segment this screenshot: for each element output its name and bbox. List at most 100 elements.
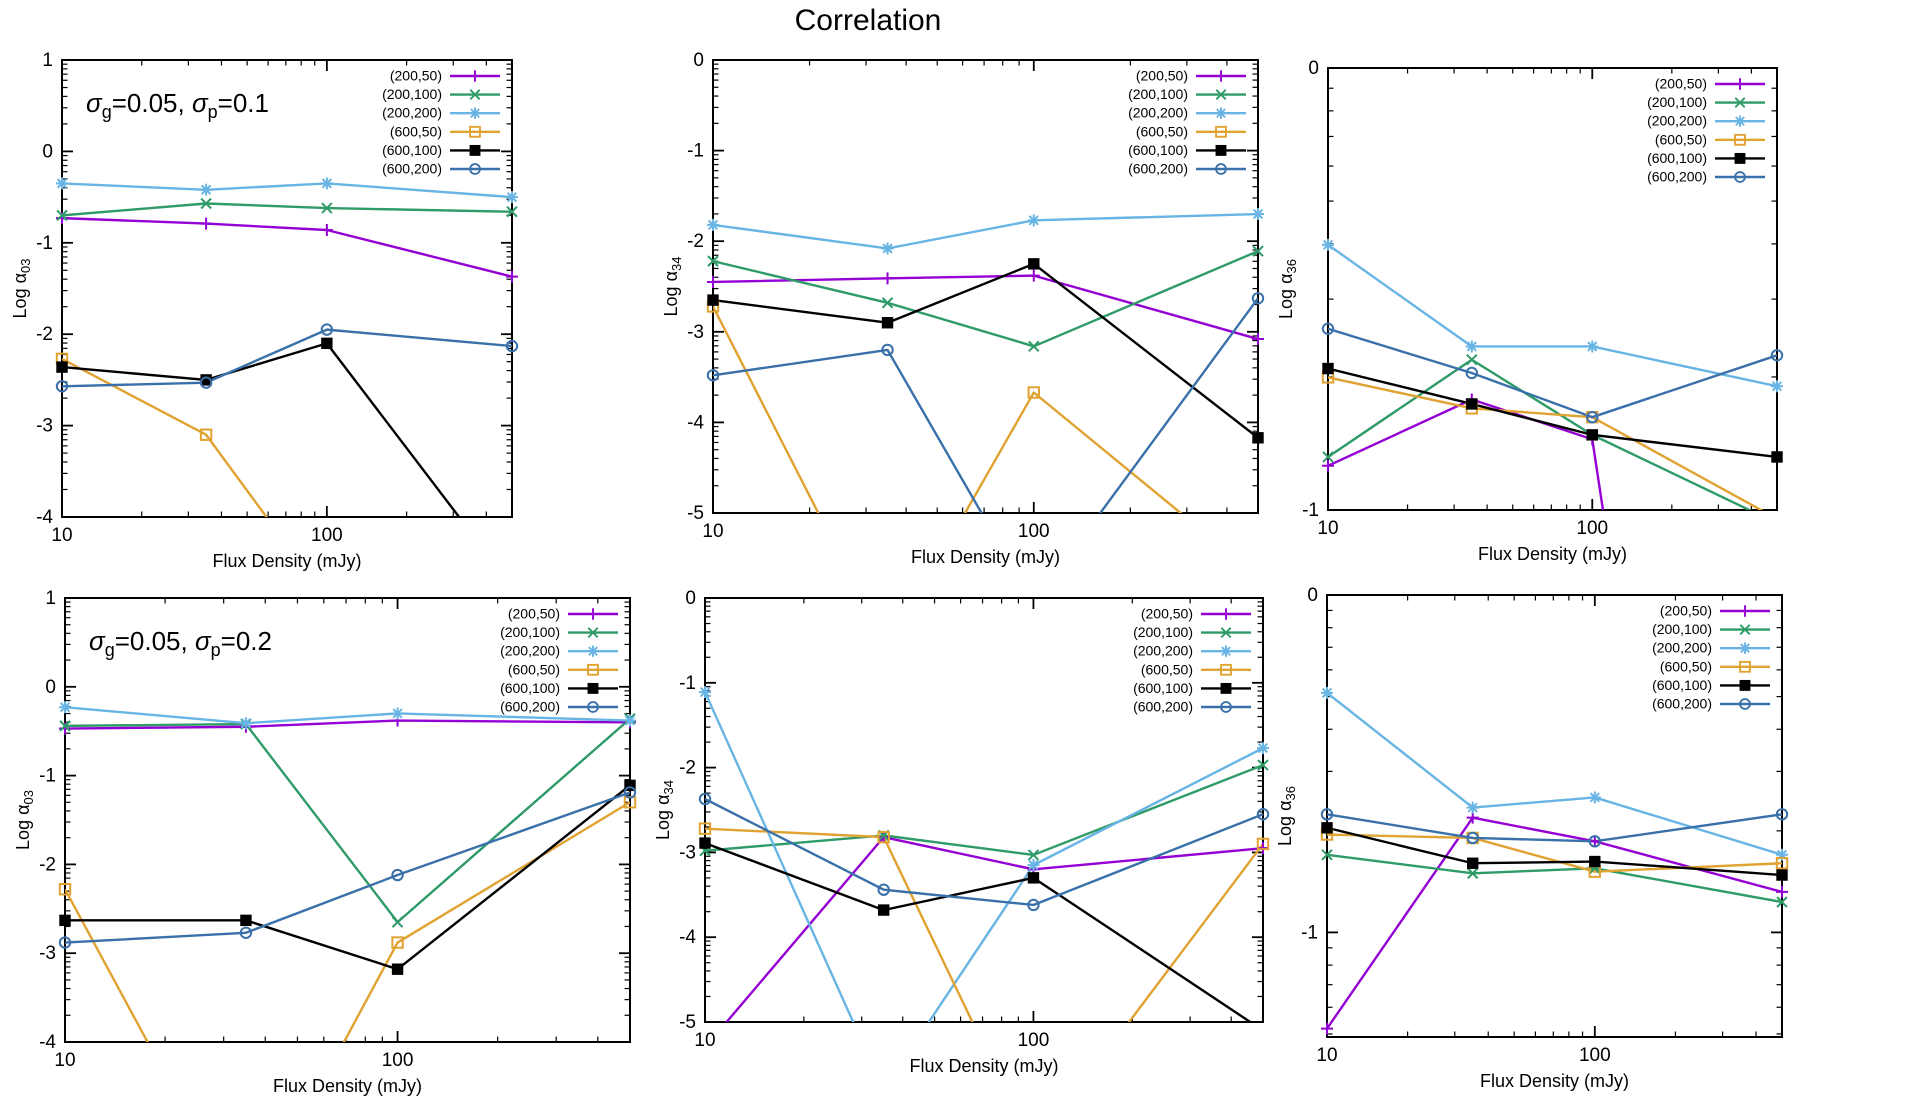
series-line-(200,50) [62,216,512,278]
y-tick-label: -5 [687,503,704,524]
marker-plus-icon [1466,811,1479,824]
axis-ticks [64,597,630,1043]
marker-square-filled-icon [1028,258,1040,270]
series-line-(200,100) [1328,358,1753,510]
legend-label: (600,50) [390,123,442,139]
legend-item: (600,50) [508,661,618,677]
y-tick-label: -2 [39,854,56,875]
marker-circle-open-icon [469,163,481,175]
marker-circle-open-icon [698,792,712,806]
legend-label: (600,200) [1652,696,1712,712]
marker-plus-icon [1776,885,1788,898]
x-tick-label: 100 [382,1050,414,1071]
marker-square-filled-icon [240,914,252,927]
y-axis-label: Log α36 [1276,259,1299,319]
series-line-(600,200) [1328,327,1777,419]
marker-asterisk-icon [699,687,711,698]
marker-square-filled-icon [56,361,68,373]
x-tick-label: 100 [1576,518,1608,539]
marker-plus-icon [1588,835,1601,848]
series-line-(200,100) [65,717,630,924]
x-axis-label: Flux Density (mJy) [273,1076,422,1096]
y-tick-label: -5 [679,1012,696,1033]
marker-circle-open-icon [1251,292,1265,305]
marker-asterisk-icon [200,184,212,195]
marker-square-open-icon [1220,663,1232,676]
marker-cross-icon [1739,624,1751,636]
series-line-(200,200) [1328,243,1777,388]
plot-frame [64,597,631,1043]
legend-label: (600,200) [1133,699,1193,715]
marker-square-open-icon [199,428,213,441]
marker-square-filled-icon [1252,432,1264,444]
marker-asterisk-icon [59,702,71,713]
marker-square-filled-icon [624,779,636,792]
series-line-(600,50) [713,305,1183,513]
y-tick-label: -1 [1302,500,1319,521]
marker-square-open-icon [58,883,72,896]
marker-square-filled-icon [1589,855,1601,868]
marker-circle-open-icon [1739,698,1751,710]
marker-asterisk-icon [1735,116,1745,127]
legend: (200,50) (200,100) (200,200) (600,50) (600,1… [500,606,618,715]
series-markers-(600,100) [1321,822,1788,881]
marker-asterisk-icon [1322,239,1334,250]
x-axis-label: Flux Density (mJy) [1480,1071,1629,1091]
marker-cross-icon [1215,89,1227,101]
marker-square-filled-icon [881,317,894,329]
marker-plus-icon [881,272,894,285]
legend-item: (600,200) [1133,699,1251,715]
series-markers-(600,200) [706,292,1265,382]
marker-cross-icon [1027,849,1040,861]
marker-asterisk-icon [1028,860,1039,871]
legend-item: (600,50) [1660,658,1770,674]
axis-ticks [61,59,512,518]
x-axis-label: Flux Density (mJy) [911,547,1060,567]
axis-ticks [1326,594,1782,1037]
series-line-(600,50) [705,827,1263,1022]
y-tick-label: -2 [679,758,696,779]
series-line-(200,200) [65,706,630,725]
marker-asterisk-icon [588,646,598,657]
series-line-(600,100) [713,262,1258,439]
legend-label: (200,200) [1133,643,1193,659]
y-tick-label: 0 [685,588,696,609]
series-lines [1327,691,1782,1030]
marker-square-filled-icon [587,682,599,694]
y-axis-label: Log α36 [1275,786,1298,846]
series-markers-(600,100) [59,779,636,975]
figure-title: Correlation [794,4,942,37]
marker-square-open-icon [1734,133,1746,146]
marker-asterisk-icon [1740,643,1750,654]
marker-plus-icon [587,608,599,620]
marker-cross-icon [59,720,71,732]
legend-item: (200,200) [1647,113,1765,129]
x-axis-label: Flux Density (mJy) [212,551,361,571]
series-line-(200,50) [713,274,1258,341]
series-markers-(200,100) [1321,849,1788,908]
series-lines [1328,243,1777,510]
legend-item: (600,100) [1133,680,1251,696]
marker-cross-icon [1776,896,1788,908]
y-tick-label: -3 [36,416,53,437]
series-line-(200,50) [1328,398,1605,510]
marker-plus-icon [877,831,890,844]
legend-item: (600,200) [1128,161,1246,177]
marker-circle-open-icon [587,701,599,713]
panel-top-middle: 0 -1 -2 -3 -4 -510 100 Flux Density (mJy) Log α3… [661,50,1265,567]
series-markers-(200,200) [59,701,636,730]
series-line-(600,200) [65,791,630,944]
marker-plus-icon [1215,70,1227,82]
y-axis-label: Log α03 [10,259,33,319]
y-tick-label: -2 [36,324,53,345]
marker-cross-icon [200,197,212,210]
legend-item: (200,50) [508,606,618,622]
series-line-(600,50) [65,801,630,1042]
legend-item: (600,100) [382,142,500,158]
marker-square-filled-icon [1215,144,1227,156]
marker-square-filled-icon [321,337,333,350]
series-markers-(200,100) [1322,354,1598,463]
series-line-(600,50) [62,357,268,517]
marker-circle-open-icon [1586,410,1599,424]
legend-label: (200,100) [1128,86,1188,102]
